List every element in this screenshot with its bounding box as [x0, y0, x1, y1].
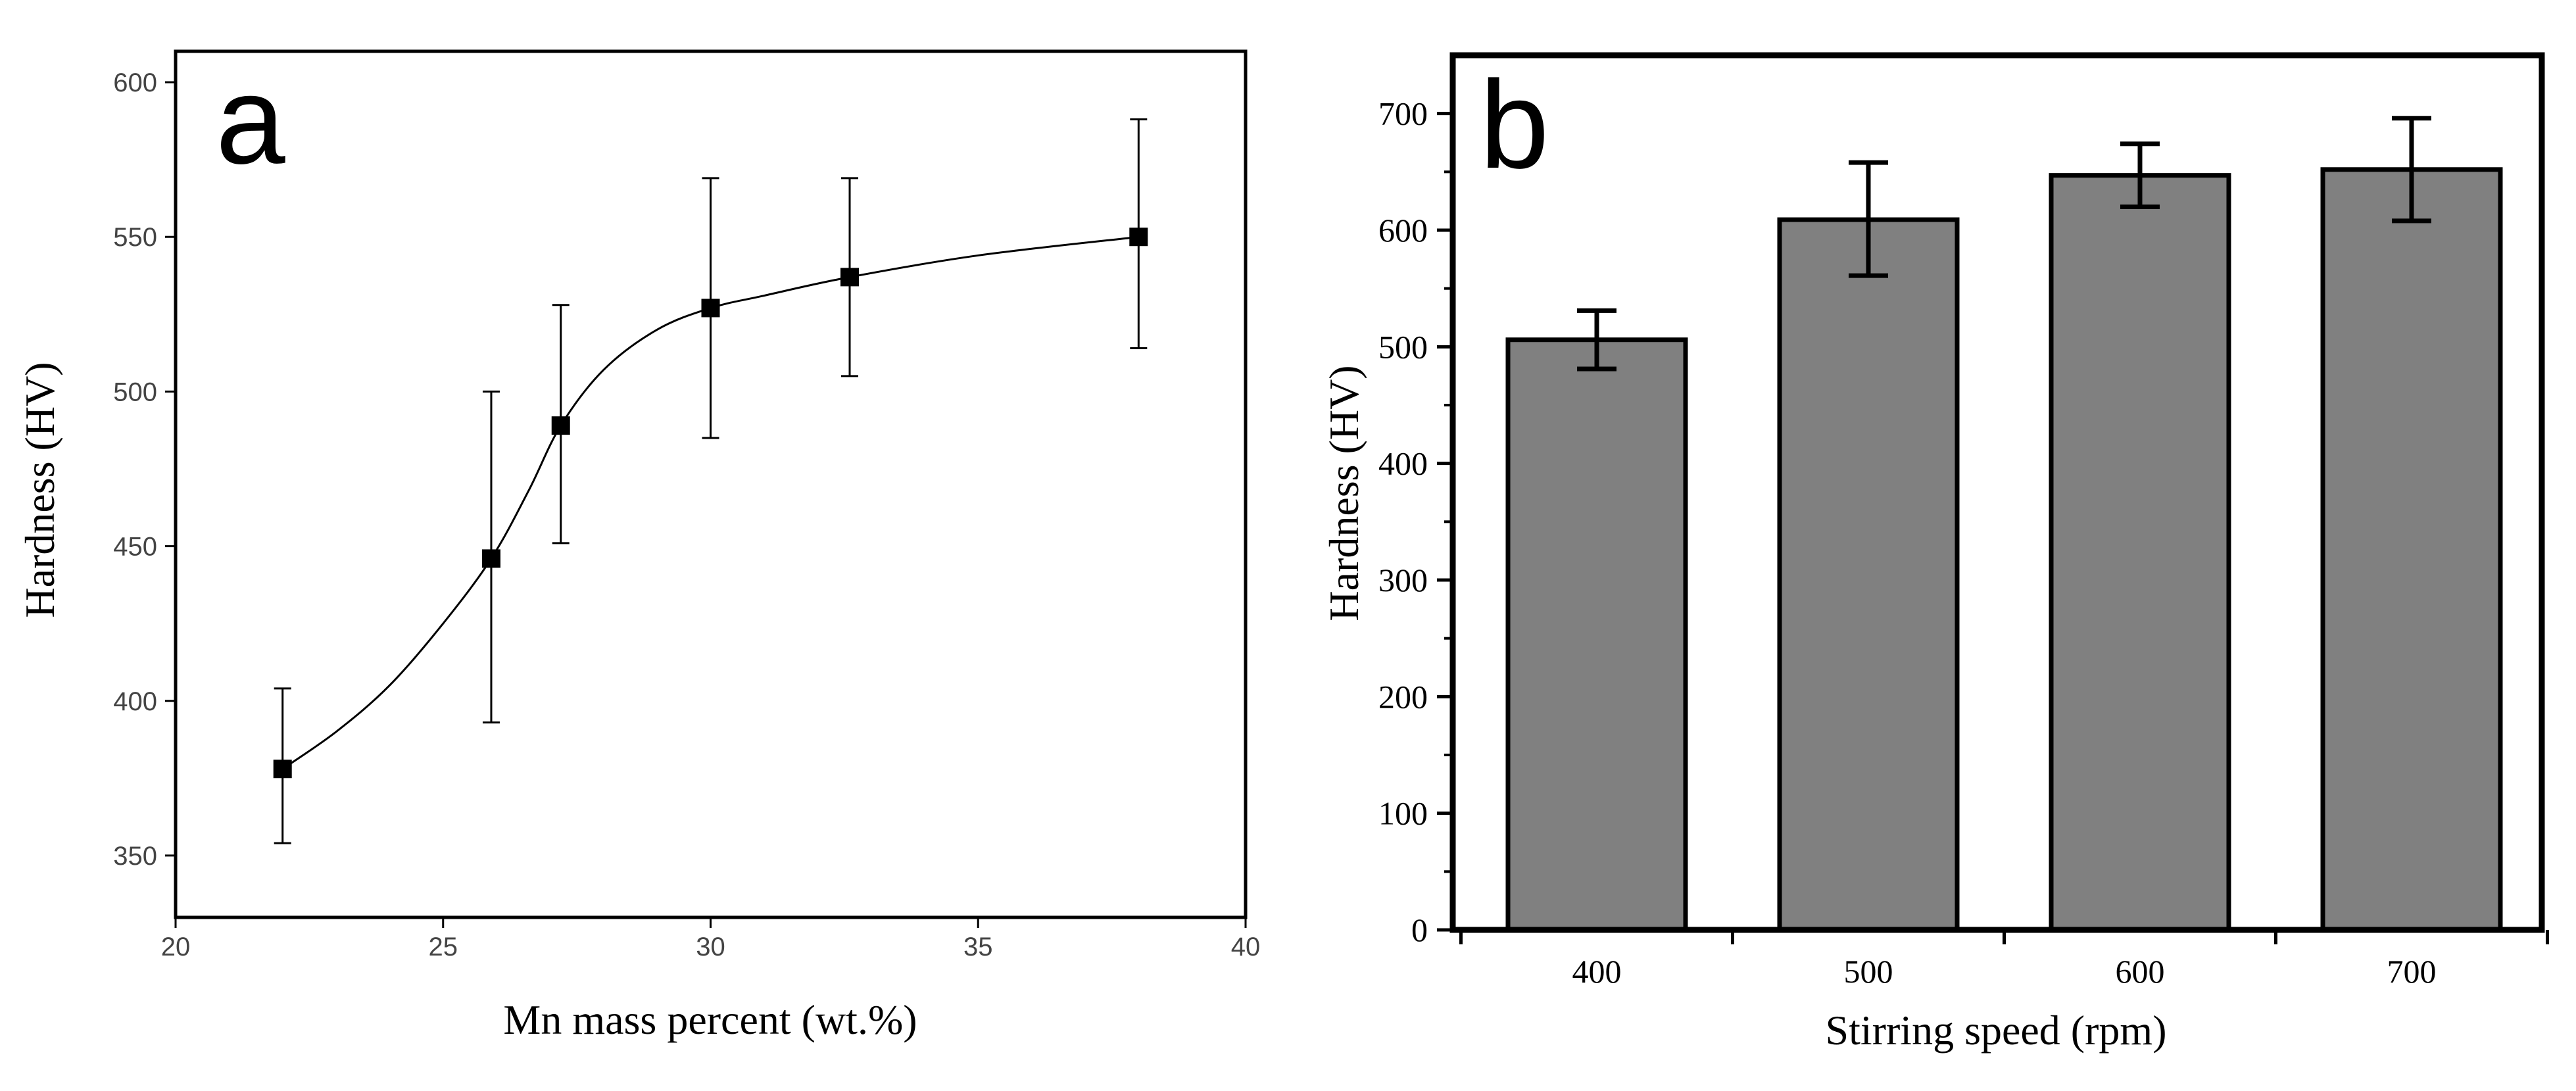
panel-a-x-tick-label: 30: [696, 933, 725, 961]
panel-b-letter: b: [1480, 55, 1549, 195]
panel-b-y-tick-label: 300: [1378, 562, 1428, 598]
panel-b-y-tick-label: 500: [1378, 328, 1428, 365]
panel-a-x-axis-title: Mn mass percent (wt.%): [503, 996, 917, 1043]
panel-a-data-point: [840, 268, 860, 287]
panel-b-y-tick-label: 100: [1378, 795, 1428, 832]
panel-a-ticks: 20 25 30 35 40 350 400 450 500 550 600: [113, 68, 1260, 961]
panel-b-hardness-vs-speed: 400 500 600 700 0 100 200 300 400 500 600 700 b Sti…: [1321, 52, 2549, 1054]
panel-a-data-point: [481, 549, 500, 568]
panel-b-y-axis-title: Hardness (HV): [1321, 365, 1367, 621]
panel-a-x-tick-label: 35: [963, 933, 993, 961]
panel-b-x-tick-label: 700: [2387, 953, 2437, 990]
panel-b-bar: [1505, 337, 1688, 933]
panel-a-y-tick-label: 500: [113, 377, 157, 406]
panel-a-data-point: [273, 760, 292, 779]
panel-a-hardness-vs-mn: 20 25 30 35 40 350 400 450 500 550 600 a Mn mass p…: [16, 49, 1260, 1043]
panel-b-y-tick-label: 200: [1378, 678, 1428, 715]
panel-a-y-tick-label: 400: [113, 687, 157, 716]
panel-a-data-point: [551, 416, 570, 435]
panel-a-data-point: [1129, 228, 1148, 247]
panel-b-plot-frame: [1449, 52, 2545, 933]
panel-b-error-bars: [1577, 116, 2431, 372]
panel-b-y-tick-label: 400: [1378, 445, 1428, 482]
panel-a-x-tick-label: 20: [161, 933, 191, 961]
panel-a-letter: a: [216, 51, 285, 190]
panel-b-x-tick-label: 600: [2116, 953, 2165, 990]
panel-a-x-tick-label: 25: [429, 933, 458, 961]
panel-b-bar: [2320, 167, 2503, 933]
panel-b-x-tick-label: 400: [1572, 953, 1622, 990]
panel-a-data-point: [701, 299, 720, 318]
panel-b-y-tick-label: 600: [1378, 212, 1428, 249]
panel-a-y-tick-label: 450: [113, 533, 157, 562]
panel-b-y-tick-label: 0: [1411, 911, 1428, 948]
panel-b-y-tick-label: 700: [1378, 95, 1428, 132]
panel-b-x-tick-label: 500: [1844, 953, 1893, 990]
panel-b-bar: [2049, 173, 2231, 933]
panel-a-plot-frame: [174, 49, 1248, 919]
panel-b-bar: [1777, 217, 1960, 933]
panel-a-y-tick-label: 350: [113, 842, 157, 871]
panel-a-x-tick-label: 40: [1231, 933, 1261, 961]
panel-a-y-tick-label: 600: [113, 68, 157, 97]
panel-a-y-tick-label: 550: [113, 223, 157, 252]
panel-b-x-axis-title: Stirring speed (rpm): [1826, 1007, 2167, 1054]
panel-a-y-axis-title: Hardness (HV): [16, 362, 63, 618]
panel-a-data-points: [273, 228, 1148, 779]
panel-b-bars: [1505, 167, 2503, 933]
panel-a-fitted-curve: [281, 235, 1139, 770]
